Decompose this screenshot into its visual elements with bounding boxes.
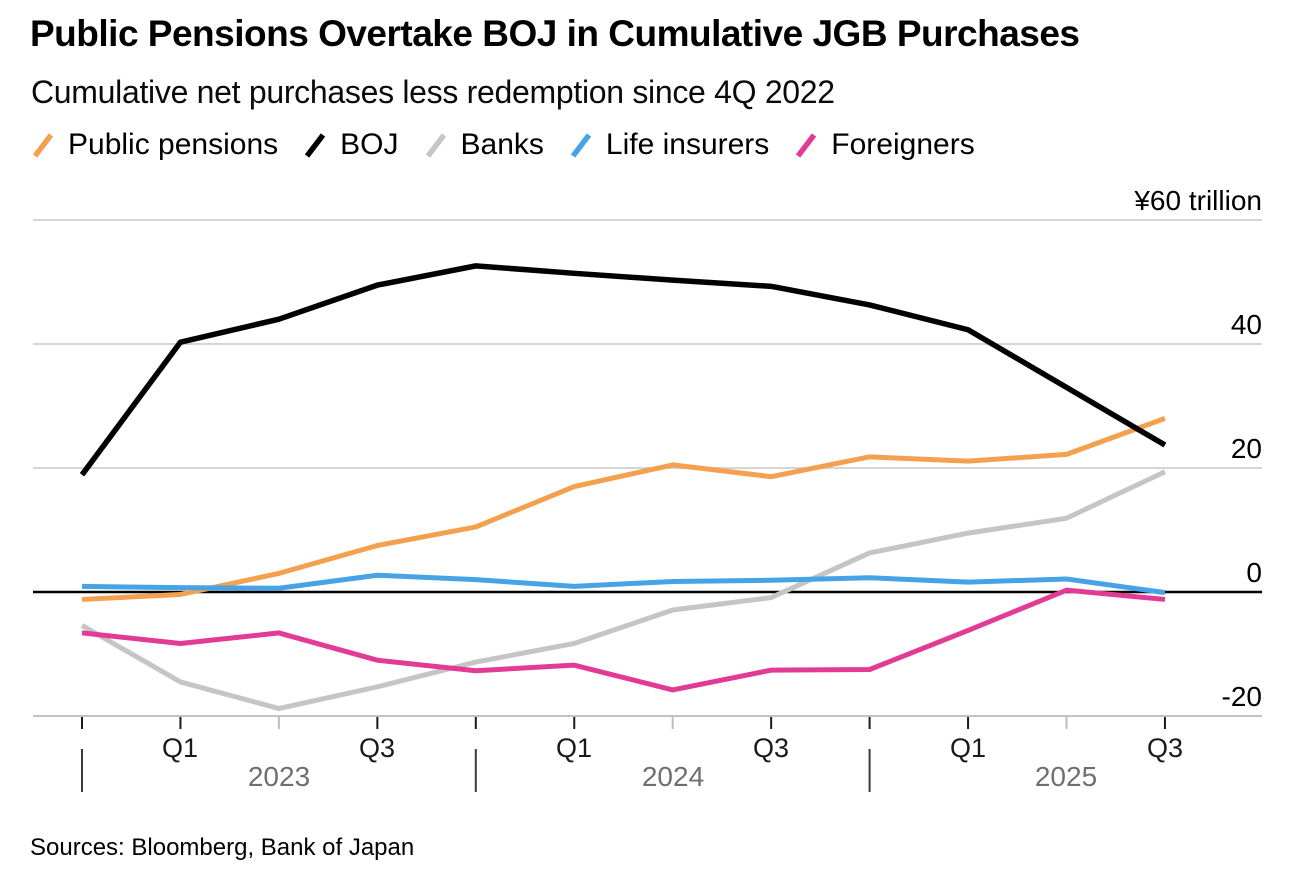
chart-subtitle: Cumulative net purchases less redemption… xyxy=(31,74,835,110)
boj-swatch-icon xyxy=(304,132,326,158)
x-label-q3-2024: Q3 xyxy=(752,733,790,763)
chart-title: Public Pensions Overtake BOJ in Cumulati… xyxy=(30,13,1080,54)
x-label-q3-2025: Q3 xyxy=(1146,733,1184,763)
y-axis-label-0: 0 xyxy=(1246,557,1262,588)
y-axis-label-20: 20 xyxy=(1230,433,1262,464)
legend-item-foreigners: Foreigners xyxy=(793,128,975,162)
legend-label: Life insurers xyxy=(605,128,770,161)
series-line-boj xyxy=(79,263,1167,477)
legend-item-life-insurers: Life insurers xyxy=(568,128,769,162)
legend-item-public-pensions: Public pensions xyxy=(30,128,278,162)
legend-label: BOJ xyxy=(340,128,399,161)
series-line-foreigners xyxy=(81,587,1166,693)
public-pensions-swatch-icon xyxy=(32,132,54,158)
year-label-2025: 2025 xyxy=(1034,761,1098,792)
year-label-2024: 2024 xyxy=(641,761,705,792)
banks-swatch-icon xyxy=(425,132,446,158)
series-line-public-pensions xyxy=(81,416,1166,602)
legend-label: Banks xyxy=(460,128,544,161)
legend-item-boj: BOJ xyxy=(302,128,399,162)
series-line-life-insurers xyxy=(81,572,1166,596)
x-label-q1-2025: Q1 xyxy=(949,733,987,763)
legend-label: Foreigners xyxy=(831,128,975,161)
y-axis-label-60: ¥60 trillion xyxy=(1134,185,1262,216)
source-attribution: Sources: Bloomberg, Bank of Japan xyxy=(30,834,415,861)
legend: Public pensions BOJ Banks Life insurers … xyxy=(30,128,975,162)
life-insurers-swatch-icon xyxy=(570,132,592,158)
legend-item-banks: Banks xyxy=(423,128,544,162)
legend-label: Public pensions xyxy=(68,128,279,161)
x-label-q3-2023: Q3 xyxy=(358,733,396,763)
y-axis-label-40: 40 xyxy=(1230,309,1262,340)
series-line-banks xyxy=(80,469,1167,712)
y-axis-label-neg20: -20 xyxy=(1221,681,1262,712)
year-label-2023: 2023 xyxy=(247,761,311,792)
x-label-q1-2024: Q1 xyxy=(555,733,593,763)
foreigners-swatch-icon xyxy=(796,132,817,158)
x-label-q1-2023: Q1 xyxy=(161,733,199,763)
